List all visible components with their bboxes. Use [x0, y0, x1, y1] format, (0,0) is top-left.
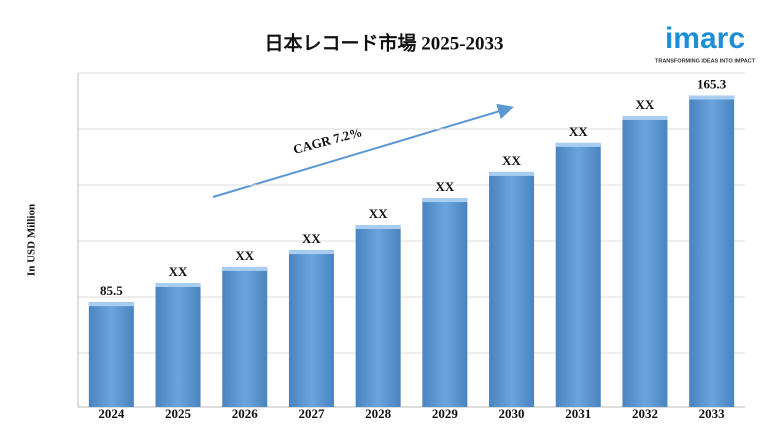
bar — [422, 198, 468, 407]
bar-cap — [622, 115, 668, 120]
x-tick-label: 2033 — [699, 406, 726, 421]
value-label: XX — [636, 97, 655, 112]
bar — [489, 171, 535, 407]
value-label: XX — [569, 124, 588, 139]
bar-cap — [689, 95, 735, 100]
bar-cap — [88, 302, 134, 307]
cagr-arrow — [212, 103, 514, 198]
value-label: XX — [169, 264, 188, 279]
x-tick-label: 2030 — [499, 406, 525, 421]
x-tick-label: 2029 — [432, 406, 459, 421]
bar-cap — [222, 266, 268, 271]
x-tick-label: 2024 — [98, 406, 125, 421]
x-tick-label: 2028 — [365, 406, 392, 421]
value-label: XX — [302, 231, 321, 246]
bar — [689, 95, 735, 408]
value-label: XX — [235, 248, 254, 263]
bar — [222, 266, 268, 407]
logo-tagline: TRANSFORMING IDEAS INTO IMPACT — [655, 58, 756, 64]
x-tick-label: 2025 — [165, 406, 192, 421]
bar — [622, 115, 668, 407]
x-tick-label: 2026 — [232, 406, 259, 421]
value-label: 85.5 — [100, 283, 123, 298]
x-tick-label: 2031 — [565, 406, 591, 421]
value-label: 165.3 — [697, 77, 727, 92]
y-axis-label: In USD Million — [26, 204, 38, 276]
bar — [88, 302, 134, 407]
plot-area: 2024 85.5 2025 XX 2026 XX 2027 XX 2028 XX 2029 XX 20… — [77, 72, 745, 421]
bar-cap — [155, 282, 201, 287]
x-tick-label: 2027 — [298, 406, 325, 421]
x-tick-label: 2032 — [632, 406, 658, 421]
bar — [355, 224, 401, 407]
value-label: XX — [435, 179, 454, 194]
bar — [555, 142, 601, 407]
bar-cap — [288, 250, 334, 255]
bar — [155, 282, 201, 407]
bar-cap — [489, 171, 535, 176]
logo-name: imarc — [665, 22, 745, 55]
value-label: XX — [369, 206, 388, 221]
chart-title: 日本レコード市場 2025-2033 — [264, 31, 503, 54]
bar-cap — [355, 224, 401, 229]
bar-cap — [555, 142, 601, 147]
value-label: XX — [502, 153, 521, 168]
bar — [288, 250, 334, 407]
bar-cap — [422, 198, 468, 203]
